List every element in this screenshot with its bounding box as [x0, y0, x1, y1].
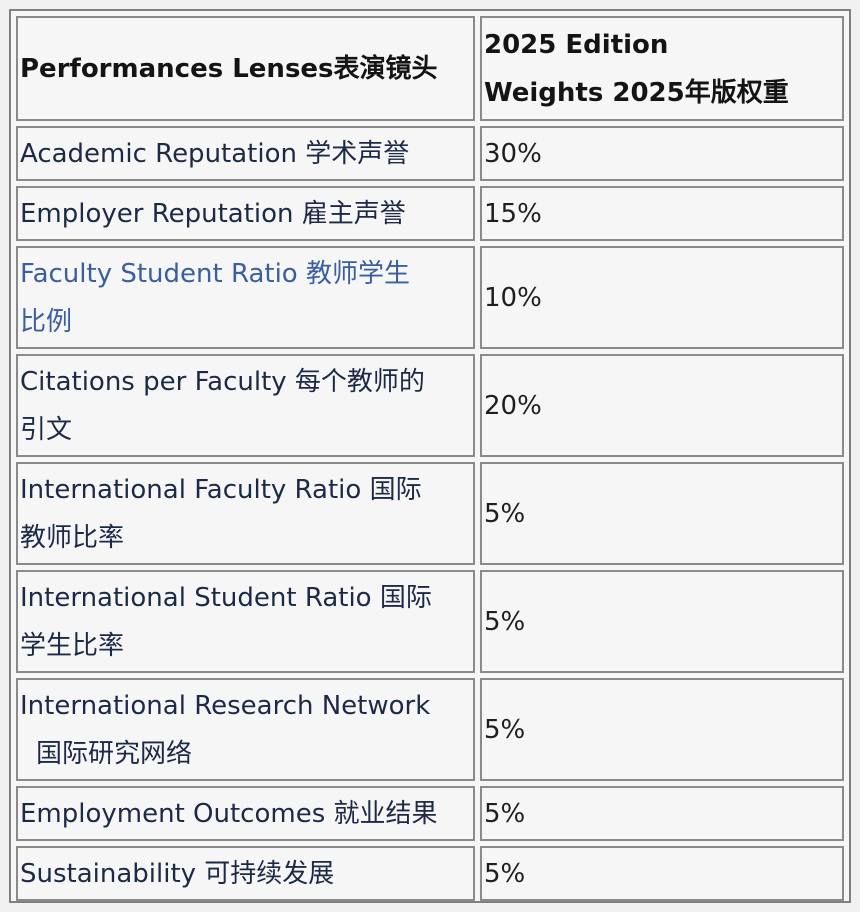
weight-value: 5%: [484, 798, 526, 829]
lens-label-line2[interactable]: 引文: [20, 414, 73, 445]
weight-cell: 10%: [480, 246, 844, 349]
header-weight-line1: 2025 Edition: [484, 29, 669, 60]
weight-cell: 5%: [480, 846, 844, 901]
weight-cell: 5%: [480, 462, 844, 565]
weight-value: 30%: [484, 138, 542, 169]
table-header-row: Performances Lenses表演镜头 2025 Edition Weig…: [16, 16, 844, 121]
weight-value: 5%: [484, 498, 526, 529]
header-lens-label: Performances Lenses表演镜头: [20, 53, 438, 84]
weights-table: Performances Lenses表演镜头 2025 Edition Weig…: [11, 11, 849, 906]
lens-cell[interactable]: International Student Ratio 国际 学生比率: [16, 570, 475, 673]
weight-value: 15%: [484, 198, 542, 229]
lens-cell[interactable]: Citations per Faculty 每个教师的 引文: [16, 354, 475, 457]
lens-label-line2[interactable]: 教师比率: [20, 522, 125, 553]
table-row: Citations per Faculty 每个教师的 引文 20%: [16, 354, 844, 457]
lens-cell[interactable]: International Faculty Ratio 国际 教师比率: [16, 462, 475, 565]
lens-label[interactable]: Employment Outcomes 就业结果: [20, 798, 438, 829]
weight-cell: 30%: [480, 126, 844, 181]
lens-cell[interactable]: Faculty Student Ratio 教师学生 比例: [16, 246, 475, 349]
header-lens: Performances Lenses表演镜头: [16, 16, 475, 121]
table-row: Employer Reputation 雇主声誉 15%: [16, 186, 844, 241]
weight-value: 5%: [484, 606, 526, 637]
weight-cell: 20%: [480, 354, 844, 457]
weight-cell: 15%: [480, 186, 844, 241]
table-row: Academic Reputation 学术声誉 30%: [16, 126, 844, 181]
header-weight-line2: Weights 2025年版权重: [484, 77, 789, 108]
table-row: Sustainability 可持续发展 5%: [16, 846, 844, 901]
weight-cell: 5%: [480, 570, 844, 673]
lens-cell[interactable]: Sustainability 可持续发展: [16, 846, 475, 901]
lens-cell[interactable]: Academic Reputation 学术声誉: [16, 126, 475, 181]
weight-value: 5%: [484, 858, 526, 889]
lens-cell[interactable]: Employment Outcomes 就业结果: [16, 786, 475, 841]
lens-cell[interactable]: Employer Reputation 雇主声誉: [16, 186, 475, 241]
lens-label-line1[interactable]: International Faculty Ratio 国际: [20, 474, 422, 505]
lens-label-line1[interactable]: Faculty Student Ratio 教师学生: [20, 258, 410, 289]
lens-cell[interactable]: International Research Network 国际研究网络: [16, 678, 475, 781]
lens-label-line2[interactable]: 比例: [20, 306, 73, 337]
table-row: International Research Network 国际研究网络 5%: [16, 678, 844, 781]
lens-label[interactable]: Academic Reputation 学术声誉: [20, 138, 410, 169]
weights-table-frame: Performances Lenses表演镜头 2025 Edition Weig…: [9, 9, 851, 903]
lens-label-line2[interactable]: 学生比率: [20, 630, 125, 661]
weight-cell: 5%: [480, 678, 844, 781]
lens-label-line2[interactable]: 国际研究网络: [36, 738, 193, 769]
lens-label[interactable]: Sustainability 可持续发展: [20, 858, 335, 889]
lens-label-line1[interactable]: International Student Ratio 国际: [20, 582, 432, 613]
table-row: Employment Outcomes 就业结果 5%: [16, 786, 844, 841]
lens-label-line1[interactable]: Citations per Faculty 每个教师的: [20, 366, 425, 397]
weight-value: 20%: [484, 390, 542, 421]
weight-cell: 5%: [480, 786, 844, 841]
table-row: International Faculty Ratio 国际 教师比率 5%: [16, 462, 844, 565]
header-weight: 2025 Edition Weights 2025年版权重: [480, 16, 844, 121]
weight-value: 5%: [484, 714, 526, 745]
lens-label-line1[interactable]: International Research Network: [20, 690, 431, 721]
weight-value: 10%: [484, 282, 542, 313]
table-row: International Student Ratio 国际 学生比率 5%: [16, 570, 844, 673]
table-row: Faculty Student Ratio 教师学生 比例 10%: [16, 246, 844, 349]
lens-label[interactable]: Employer Reputation 雇主声誉: [20, 198, 406, 229]
